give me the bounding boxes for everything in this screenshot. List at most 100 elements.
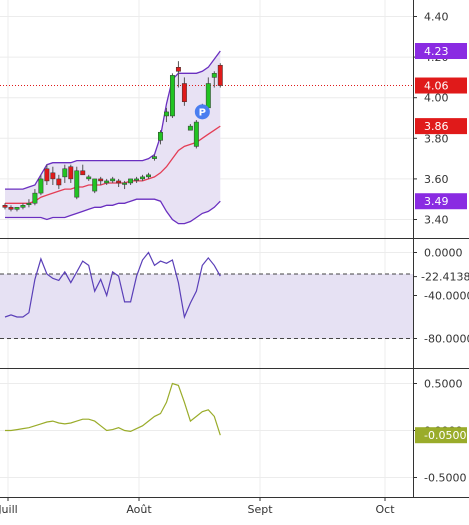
- price-y-tick-label: 3.40: [424, 214, 449, 227]
- signal-marker-label: P: [199, 107, 206, 118]
- candle: [86, 174, 92, 181]
- candle: [169, 73, 175, 118]
- candle-body: [158, 131, 163, 141]
- rsi-zone-layer: [0, 273, 413, 339]
- moving-average-badge: 3.86: [415, 118, 467, 135]
- rsi-zone: [0, 274, 413, 339]
- candle-body: [74, 170, 80, 198]
- candle: [152, 154, 157, 161]
- candle-body: [175, 67, 181, 72]
- candle-body: [187, 125, 193, 131]
- candle: [193, 120, 199, 149]
- candles-layer: P: [2, 61, 223, 212]
- rsi-last-value: -22.4138: [421, 271, 469, 284]
- candle-body: [122, 182, 128, 185]
- candle: [146, 172, 151, 179]
- candle: [128, 178, 134, 185]
- candle-body: [2, 205, 8, 208]
- candle-body: [110, 178, 116, 182]
- candle: [110, 176, 116, 183]
- signal-marker-circle: [194, 104, 210, 120]
- candle: [181, 77, 187, 106]
- candle-body: [164, 111, 169, 117]
- candle-body: [92, 178, 98, 192]
- candle-body: [26, 203, 32, 206]
- candle-body: [50, 172, 56, 180]
- candle: [164, 107, 169, 123]
- candle: [175, 61, 181, 88]
- candle: [2, 203, 8, 210]
- candle: [20, 203, 26, 210]
- candle: [68, 164, 74, 183]
- candle: [50, 166, 56, 185]
- candle: [122, 180, 128, 190]
- last-price-badge-text: 4.06: [424, 80, 449, 93]
- lower-band-badge-text: 3.49: [424, 195, 449, 208]
- candle-body: [104, 180, 110, 184]
- bollinger-lower-line: [5, 198, 221, 225]
- candle: [187, 124, 193, 131]
- candle: [38, 174, 44, 196]
- rsi-line: [4, 251, 221, 320]
- value-badges-layer: 4.23 4.06 3.86 3.49 -22.4138 -0.0500: [413, 43, 469, 444]
- candle: [104, 178, 110, 185]
- candle-body: [169, 75, 175, 117]
- candle-body: [134, 178, 140, 181]
- candle: [14, 207, 20, 212]
- frame-layer: [0, 0, 469, 498]
- candle-body: [38, 178, 44, 194]
- candle-body: [217, 64, 223, 86]
- candle-body: [146, 174, 151, 178]
- candle: [92, 178, 98, 194]
- candle-body: [86, 176, 92, 180]
- lower-band-badge-bg: [415, 193, 467, 210]
- x-tick-label: Juill: [0, 503, 18, 516]
- candle: [32, 189, 38, 206]
- series-layer: [0, 50, 413, 436]
- candle-body: [205, 83, 211, 109]
- candle-body: [140, 176, 145, 180]
- lower-band-badge: 3.49: [415, 193, 467, 210]
- price-y-tick-label: 3.80: [424, 132, 449, 145]
- rsi-y-tick-label: 0.0000: [424, 247, 463, 260]
- moving-average-line: [5, 125, 221, 204]
- candle: [26, 199, 32, 208]
- signal-marker[interactable]: P: [194, 104, 210, 120]
- candle: [62, 164, 68, 183]
- bollinger-upper-line: [5, 50, 221, 190]
- candle: [8, 205, 14, 212]
- x-tick-label: Sept: [247, 503, 273, 516]
- oscillator-last-badge-text: -0.0500: [424, 429, 466, 442]
- candle-body: [181, 83, 187, 103]
- candle-body: [32, 192, 38, 204]
- candle: [74, 166, 80, 200]
- oscillator-y-tick-label: -0.5000: [424, 472, 466, 485]
- candle-body: [56, 178, 62, 186]
- candle-body: [116, 180, 122, 184]
- oscillator-last-badge-bg: [415, 427, 467, 444]
- candle-body: [8, 207, 14, 210]
- candle: [158, 130, 163, 145]
- moving-average-badge-text: 3.86: [424, 120, 449, 133]
- price-y-tick-label: 3.60: [424, 173, 449, 186]
- candle-body: [68, 166, 74, 180]
- oscillator-y-tick-label: 0.5000: [424, 378, 463, 391]
- candle: [98, 176, 104, 185]
- price-y-tick-label: 4.40: [424, 11, 449, 24]
- last-price-badge: 4.06: [415, 77, 467, 94]
- candle: [80, 164, 86, 176]
- candle: [217, 63, 223, 88]
- candle: [44, 164, 50, 185]
- upper-band-badge-bg: [415, 43, 467, 60]
- upper-band-badge: 4.23: [415, 43, 467, 60]
- candle-body: [62, 168, 68, 178]
- oscillator-line: [5, 382, 221, 436]
- candle: [116, 178, 122, 188]
- x-tick-label: Oct: [375, 503, 395, 516]
- candle-body: [44, 168, 50, 182]
- candle-body: [98, 178, 104, 182]
- moving-average-badge-bg: [415, 118, 467, 135]
- oscillator-last-badge: -0.0500: [415, 427, 467, 444]
- candle-body: [128, 178, 134, 184]
